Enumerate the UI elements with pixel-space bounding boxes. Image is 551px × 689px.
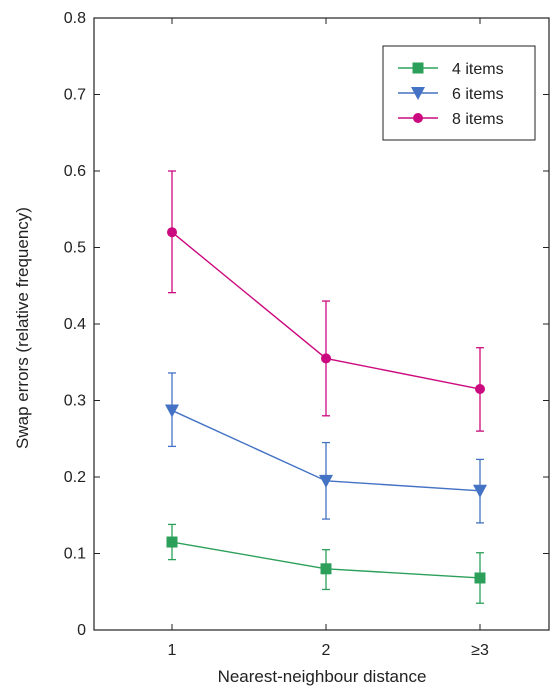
x-tick-label: ≥3	[471, 642, 489, 659]
legend-marker	[413, 113, 423, 123]
data-point	[165, 404, 179, 418]
data-point	[167, 227, 177, 238]
data-point	[475, 384, 485, 395]
y-tick-label: 0	[77, 622, 86, 639]
series-group	[166, 523, 486, 604]
y-tick-label: 0.8	[64, 10, 86, 27]
x-tick-label: 2	[322, 642, 331, 659]
data-point	[473, 484, 487, 498]
data-point	[319, 474, 333, 488]
y-tick-label: 0.6	[64, 163, 86, 180]
y-tick-label: 0.5	[64, 240, 86, 257]
data-point	[321, 353, 331, 364]
data-point	[474, 572, 486, 584]
y-tick-label: 0.7	[64, 87, 86, 104]
data-point	[166, 536, 178, 548]
legend-label: 6 items	[452, 86, 504, 103]
y-tick-label: 0.3	[64, 393, 86, 410]
series-group	[167, 170, 485, 432]
legend-marker	[412, 62, 424, 74]
data-point	[320, 563, 332, 575]
y-tick-label: 0.4	[64, 316, 86, 333]
x-tick-label: 1	[168, 642, 177, 659]
y-axis-title: Swap errors (relative frequency)	[13, 207, 32, 449]
legend-marker	[411, 87, 425, 100]
series-group	[165, 372, 487, 524]
legend-label: 8 items	[452, 111, 504, 128]
series-layer	[165, 170, 487, 604]
legend-label: 4 items	[452, 61, 504, 78]
y-tick-label: 0.1	[64, 546, 86, 563]
y-axis: 0 0.1 0.2 0.3 0.4 0.5 0.6 0.7 0.8	[64, 10, 549, 639]
y-tick-label: 0.2	[64, 469, 86, 486]
x-axis: 1 2 ≥3	[168, 18, 489, 659]
legend: 4 items 6 items 8 items	[382, 45, 536, 141]
x-axis-title: Nearest-neighbour distance	[218, 667, 427, 686]
